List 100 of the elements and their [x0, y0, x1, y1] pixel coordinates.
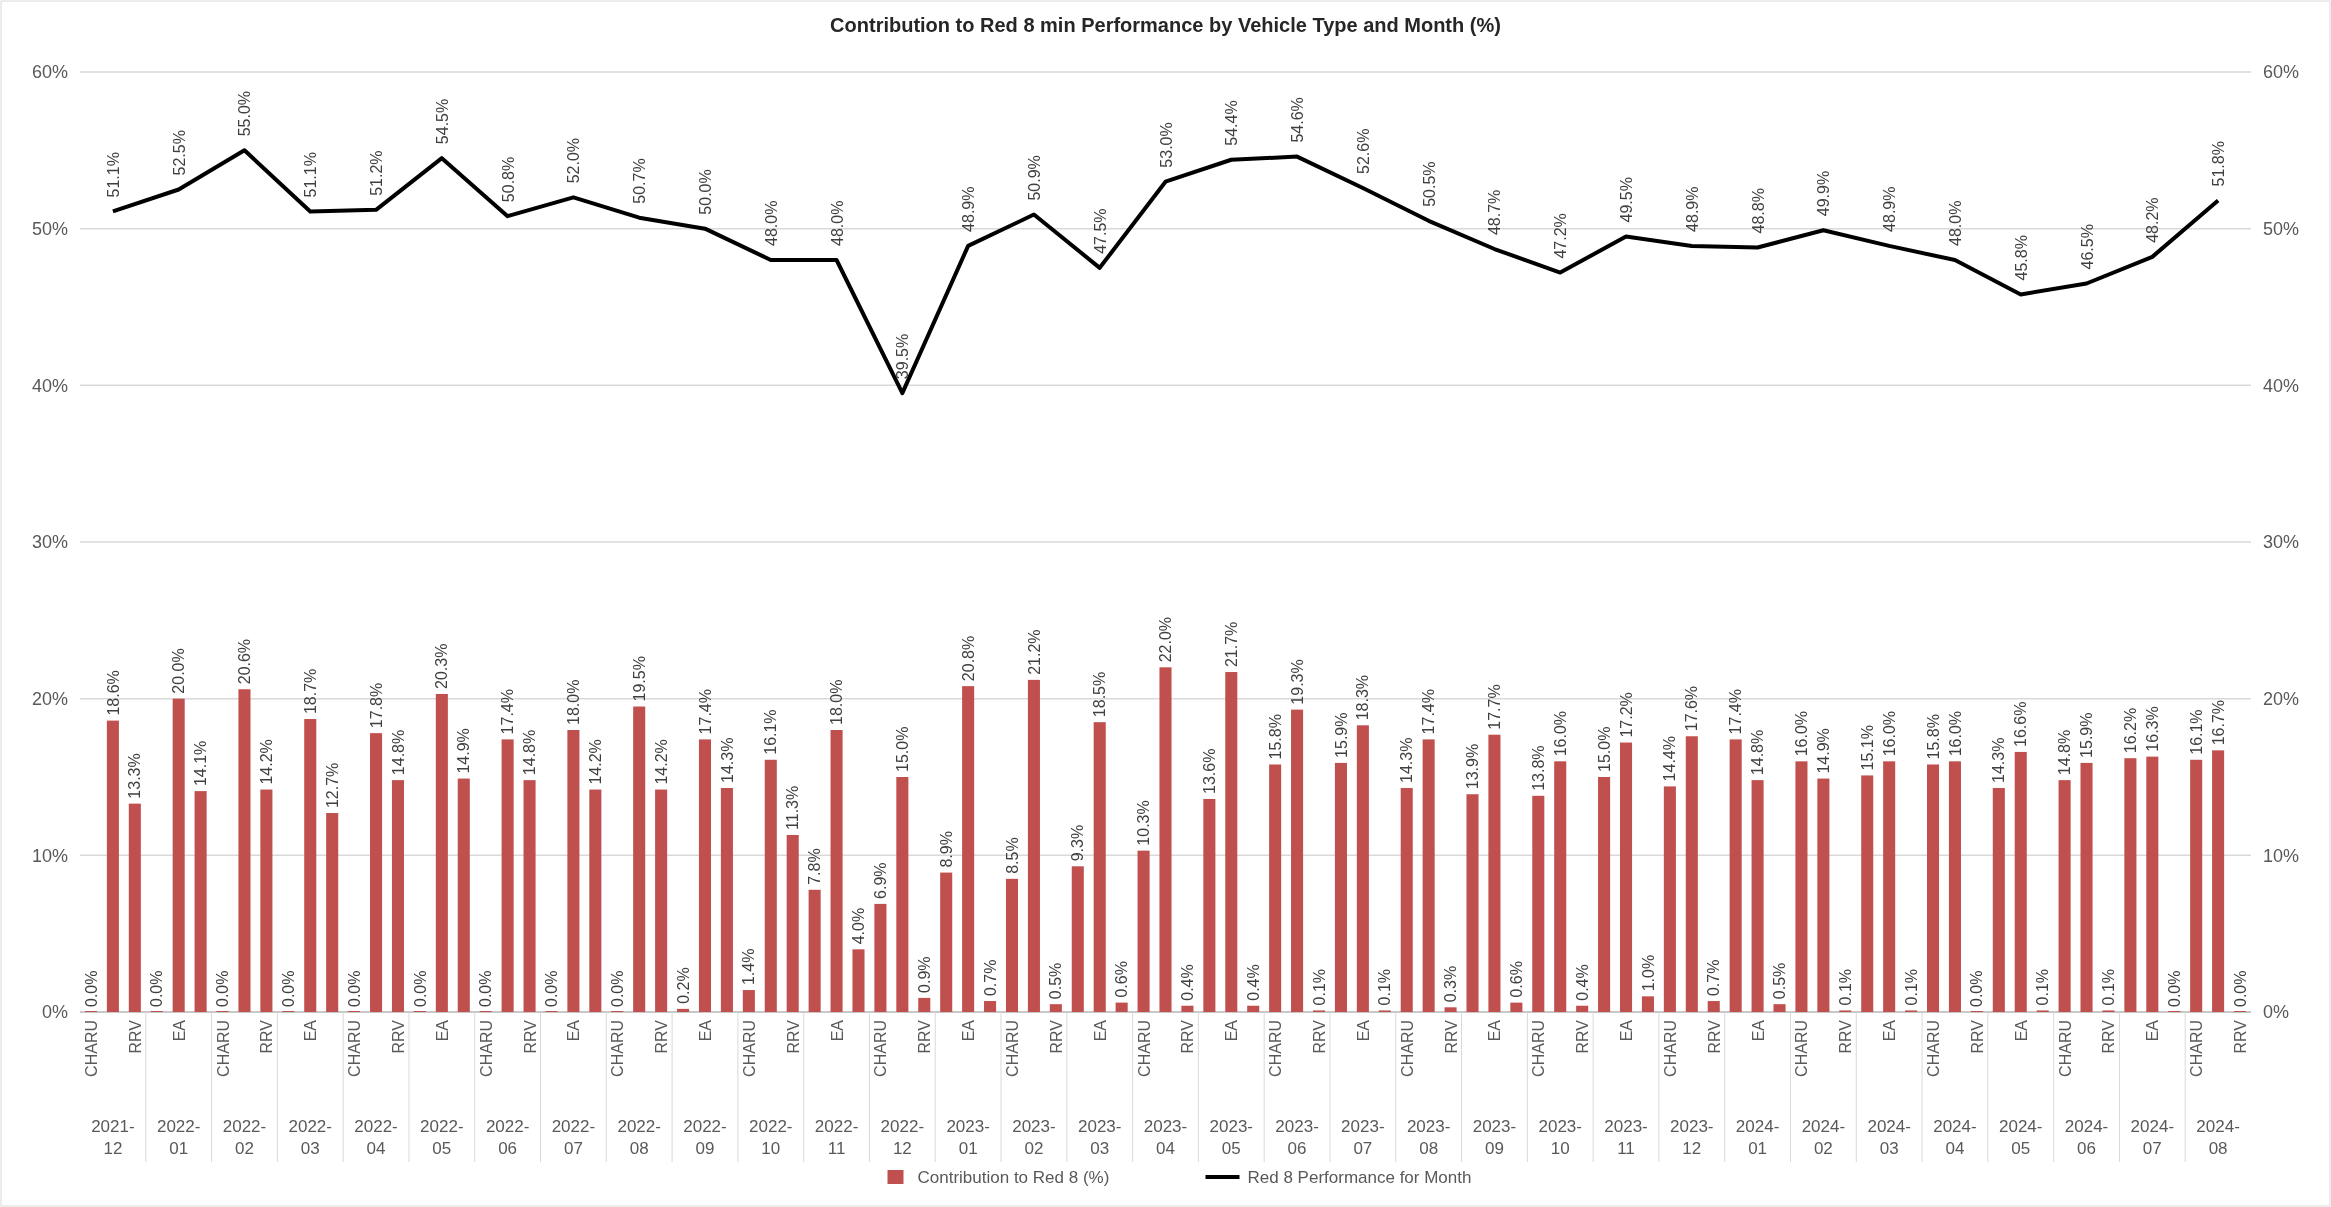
data-label: 0.0% [82, 970, 100, 1007]
text: CHARU [346, 1020, 364, 1077]
x-tick-label: 2024-01 [1735, 1117, 1780, 1158]
data-label: 18.0% [565, 679, 583, 725]
text: EA [2012, 1019, 2030, 1042]
data-label: 18.6% [104, 670, 122, 716]
x-tick-label: 2022-05 [420, 1117, 464, 1158]
bar [1269, 764, 1282, 1012]
text: EA [1749, 1019, 1767, 1042]
bar [1641, 996, 1654, 1012]
y2-tick-label: 10% [2263, 845, 2300, 866]
text: EA [1091, 1019, 1109, 1042]
data-label: 12.7% [323, 762, 341, 809]
data-label: 0.6% [1507, 961, 1525, 998]
data-label: 53.0% [1157, 122, 1175, 168]
data-label: 0.3% [1442, 965, 1460, 1003]
x-tick-label: 2022-08 [617, 1117, 661, 1158]
bar [1883, 761, 1896, 1012]
bar [2124, 758, 2137, 1012]
text: RRV [1968, 1019, 1986, 1054]
text: RRV [653, 1019, 671, 1054]
x-tick-label: 2022-01 [156, 1117, 201, 1158]
x-tick-label: 2022-03 [288, 1117, 332, 1158]
data-label: 14.2% [652, 739, 670, 785]
text: RRV [2232, 1019, 2250, 1054]
bar [786, 834, 799, 1012]
data-label: 16.3% [2143, 706, 2161, 752]
x-tick-label: 2024-06 [2064, 1117, 2109, 1158]
bar [1576, 1005, 1589, 1012]
data-label: 48.0% [1946, 200, 1964, 246]
bar [1532, 795, 1545, 1012]
text: RRV [521, 1019, 539, 1054]
text: RRV [1047, 1019, 1065, 1054]
data-label: 51.2% [368, 150, 386, 196]
x-tick-label: 2023-06 [1275, 1117, 1319, 1158]
data-label: 49.5% [1618, 177, 1636, 223]
data-label: 14.4% [1661, 736, 1679, 782]
x-tick-label: 2023-08 [1406, 1117, 1451, 1158]
text: CHARU [1003, 1020, 1021, 1077]
y-tick-label: 60% [31, 62, 68, 83]
y2-tick-label: 30% [2263, 532, 2300, 553]
data-label: 18.3% [1354, 674, 1372, 721]
text: RRV [1442, 1019, 1460, 1054]
x-tick-label: 2023-02 [1012, 1117, 1056, 1158]
text: RRV [389, 1019, 407, 1054]
x-tick-label: 2023-05 [1209, 1117, 1254, 1158]
text: CHARU [1135, 1020, 1153, 1077]
data-label: 17.4% [499, 689, 517, 735]
data-label: 20.3% [433, 643, 451, 689]
text: RRV [258, 1019, 276, 1054]
text: EA [1223, 1019, 1241, 1042]
bar [2014, 751, 2027, 1012]
data-label: 0.9% [915, 956, 933, 993]
bar [940, 872, 953, 1012]
data-label: 0.7% [981, 959, 999, 997]
text: RRV [1574, 1019, 1592, 1054]
text: CHARU [1661, 1020, 1679, 1077]
data-label: 48.9% [960, 186, 978, 232]
bar [698, 739, 712, 1012]
bar [567, 730, 580, 1012]
data-label: 16.6% [2012, 701, 2030, 747]
bar [918, 997, 931, 1012]
y2-tick-label: 0% [2263, 1002, 2290, 1023]
data-label: 20.8% [959, 635, 977, 682]
data-label: 48.0% [762, 200, 780, 246]
bar [1663, 786, 1676, 1012]
data-label: 15.8% [1924, 714, 1942, 760]
data-label: 8.9% [937, 831, 955, 868]
data-label: 0.4% [1573, 964, 1591, 1001]
data-label: 50.0% [696, 169, 714, 215]
data-label: 52.6% [1354, 128, 1372, 174]
bar [1773, 1004, 1786, 1012]
data-label: 13.9% [1464, 743, 1482, 790]
bar [1071, 866, 1084, 1012]
text: RRV [2100, 1019, 2118, 1054]
bar [1334, 762, 1347, 1012]
data-label: 14.1% [192, 740, 210, 787]
bar [2212, 750, 2225, 1012]
data-label: 48.9% [1881, 186, 1899, 232]
bar [260, 789, 273, 1012]
data-label: 45.8% [2012, 235, 2030, 281]
bar [304, 719, 317, 1012]
bar [435, 693, 448, 1012]
data-label: 17.8% [367, 682, 385, 729]
text: CHARU [609, 1020, 627, 1077]
bar [1093, 722, 1106, 1012]
x-tick-label: 2023-11 [1604, 1117, 1648, 1158]
bar [391, 780, 405, 1012]
x-tick-label: 2023-12 [1670, 1117, 1714, 1158]
bar [830, 730, 843, 1012]
data-label: 50.9% [1025, 155, 1043, 201]
data-label: 19.3% [1288, 659, 1306, 705]
data-label: 17.4% [1420, 689, 1438, 735]
bar [1707, 1001, 1720, 1012]
data-label: 0.6% [1113, 961, 1131, 998]
text: CHARU [872, 1020, 890, 1077]
bar [720, 787, 733, 1012]
data-label: 0.4% [1244, 964, 1262, 1001]
bar [238, 689, 251, 1012]
data-label: 52.0% [565, 137, 583, 184]
